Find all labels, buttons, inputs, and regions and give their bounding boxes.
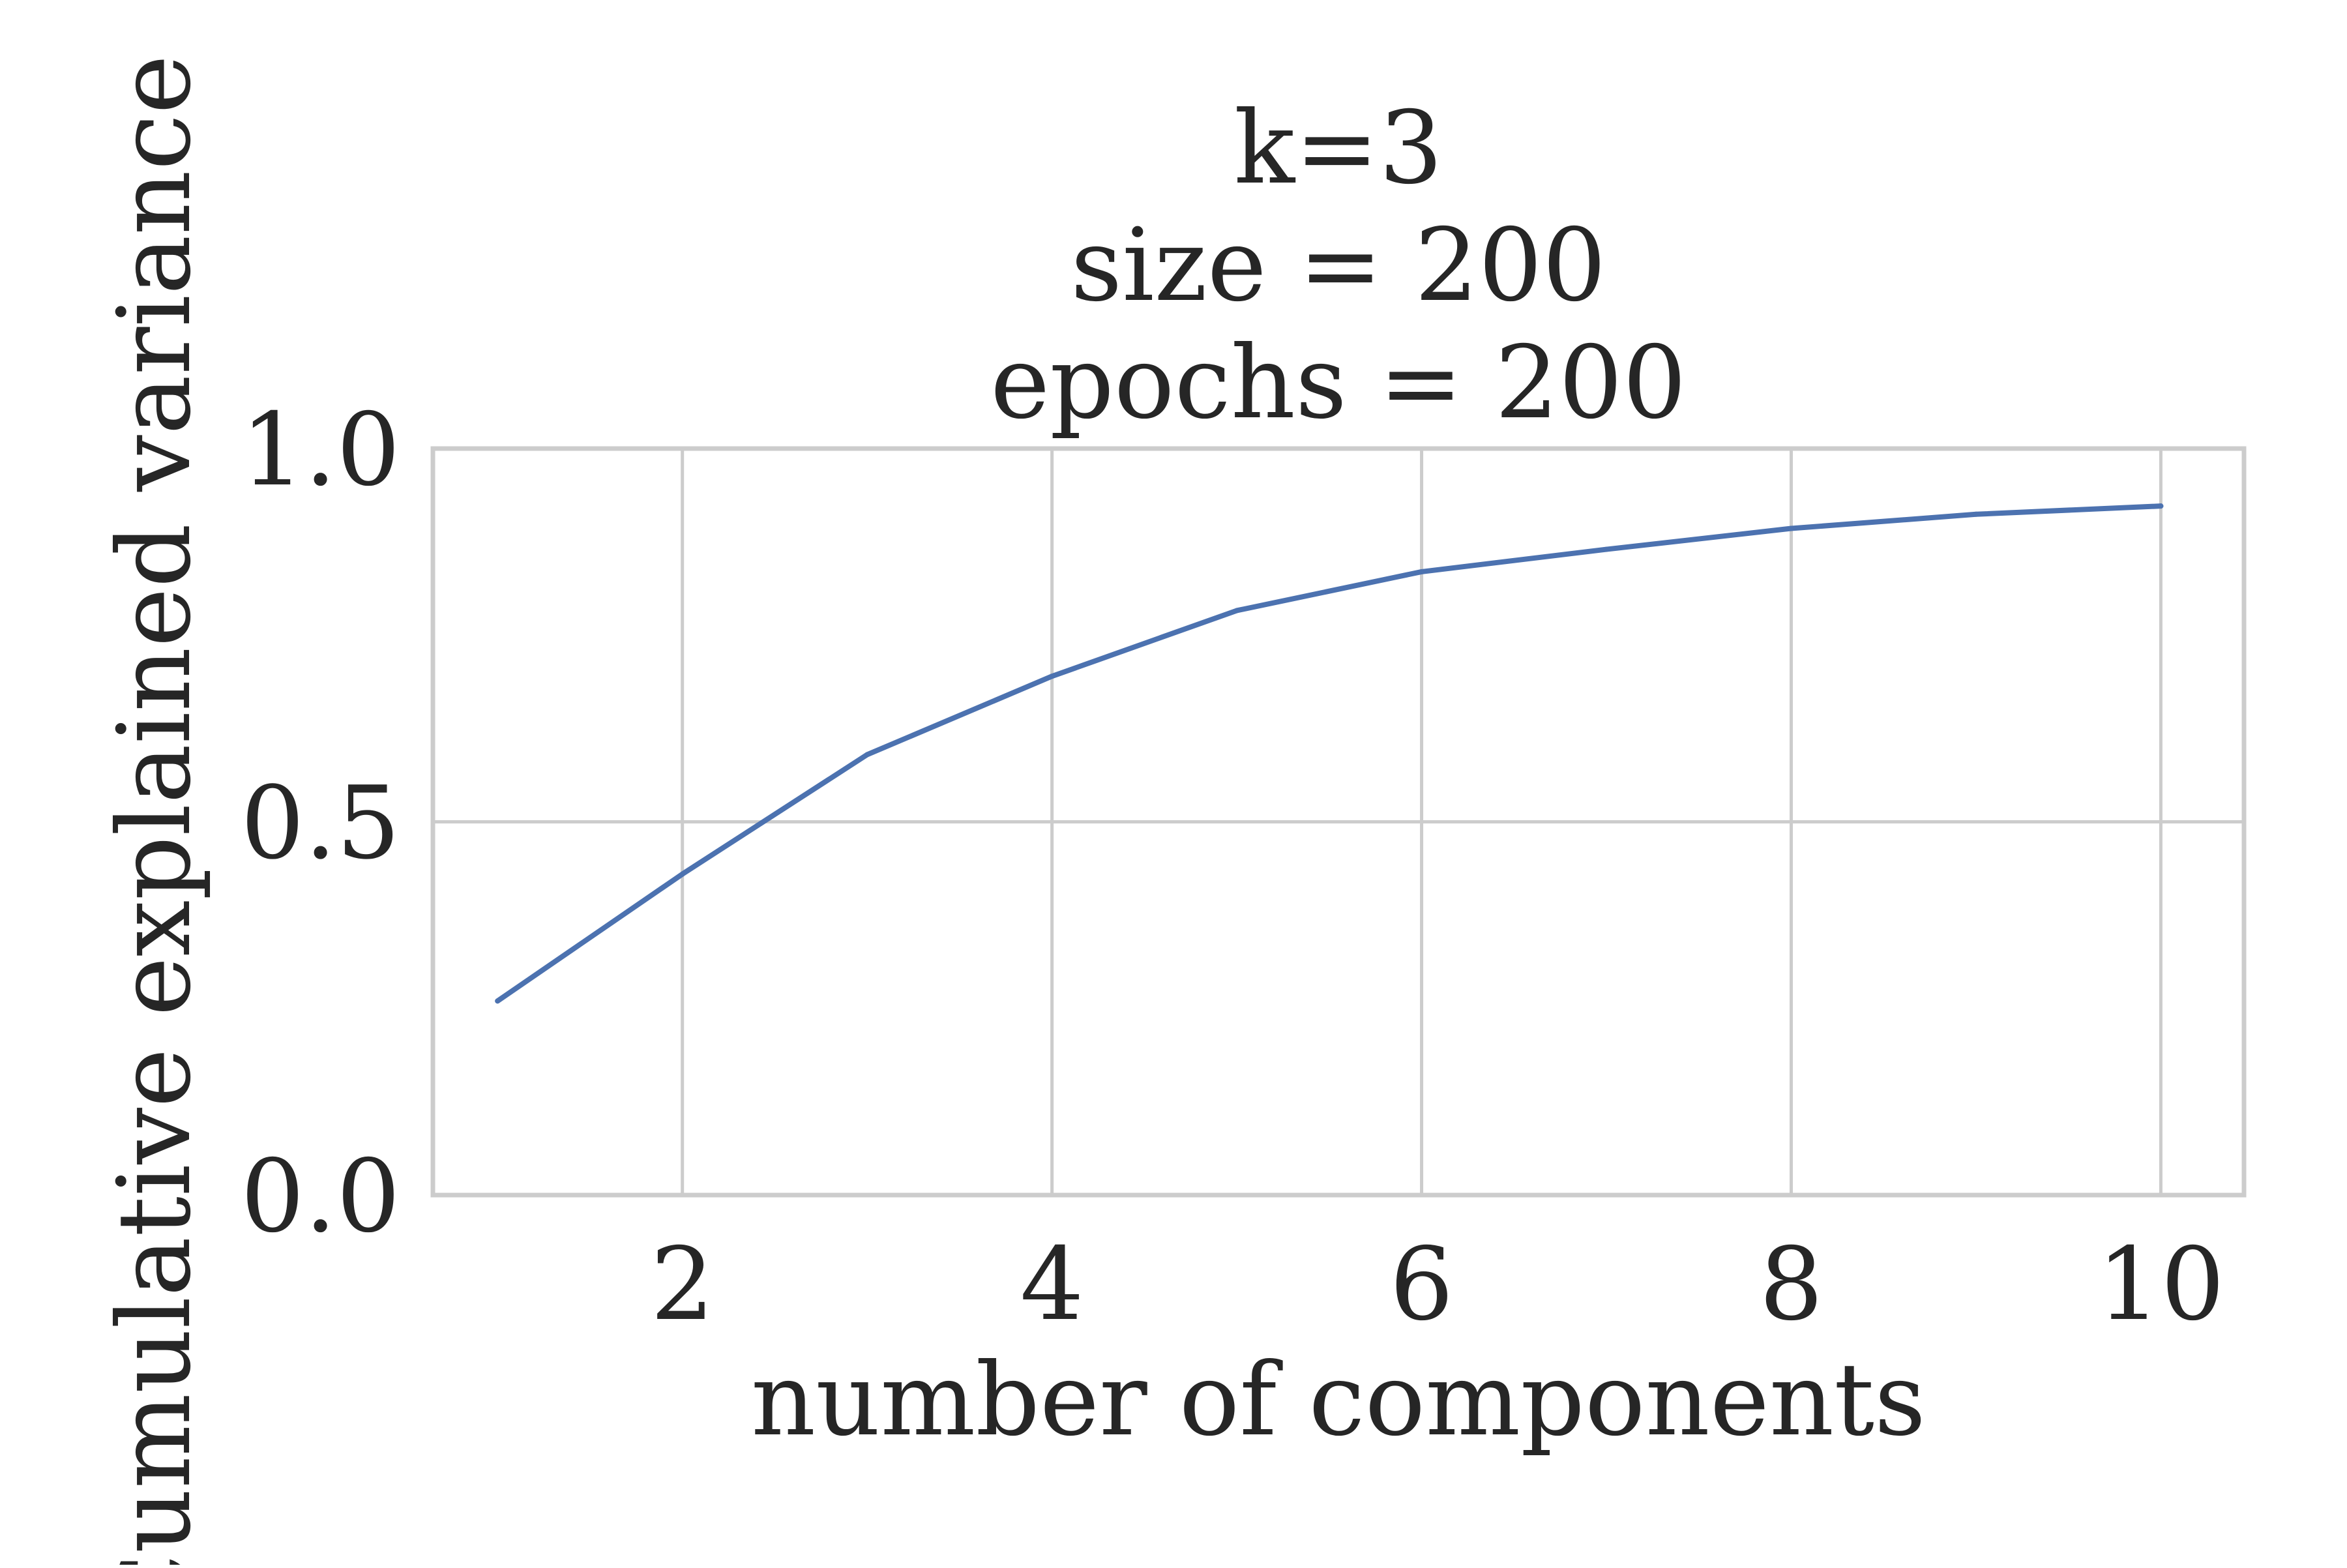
y-tick-label-2: 1.0 bbox=[241, 392, 400, 509]
data-point-0-7 bbox=[1788, 525, 1794, 531]
data-point-0-3 bbox=[1049, 673, 1055, 679]
chart-title: k=3 size = 200 epochs = 200 bbox=[990, 90, 1687, 441]
y-axis-label: Cumulative explained variance bbox=[96, 55, 213, 1565]
title-line-3: epochs = 200 bbox=[990, 325, 1687, 441]
title-line-1: k=3 bbox=[1234, 90, 1443, 207]
data-point-0-9 bbox=[2158, 503, 2164, 509]
x-tick-label-4: 10 bbox=[2097, 1226, 2224, 1343]
data-point-0-4 bbox=[1234, 608, 1240, 614]
data-point-0-2 bbox=[864, 752, 870, 758]
x-tick-label-3: 8 bbox=[1760, 1226, 1823, 1343]
y-tick-label-1: 0.5 bbox=[241, 765, 400, 882]
series-line-0 bbox=[495, 503, 2164, 1004]
data-point-0-5 bbox=[1419, 569, 1424, 574]
x-tick-label-0: 2 bbox=[651, 1226, 715, 1343]
x-tick-label-1: 4 bbox=[1020, 1226, 1084, 1343]
data-point-0-8 bbox=[1973, 511, 1979, 517]
x-axis-label: number of components bbox=[751, 1342, 1926, 1458]
y-tick-label-0: 0.0 bbox=[241, 1138, 400, 1255]
data-point-0-0 bbox=[495, 998, 501, 1004]
data-point-0-1 bbox=[679, 871, 685, 877]
y-tick-labels: 0.0 0.5 1.0 bbox=[241, 392, 400, 1255]
grid bbox=[433, 447, 2244, 1197]
series-layer bbox=[495, 503, 2164, 1004]
x-tick-labels: 2 4 6 8 10 bbox=[651, 1226, 2225, 1343]
data-point-0-6 bbox=[1604, 546, 1610, 552]
x-tick-label-2: 6 bbox=[1390, 1226, 1454, 1343]
title-line-2: size = 200 bbox=[1070, 207, 1606, 324]
plot-area-frame bbox=[430, 446, 2247, 1198]
